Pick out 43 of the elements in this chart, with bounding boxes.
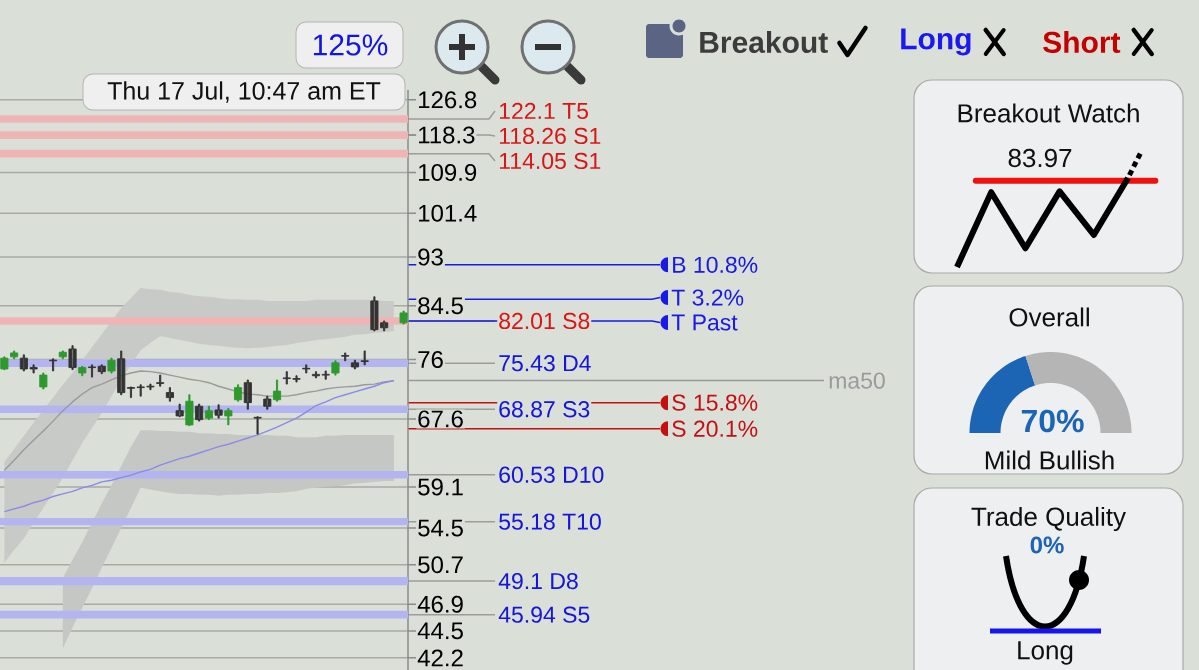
text: Long <box>1018 641 1073 665</box>
y-tick-label: 59.1 <box>418 478 463 496</box>
chart-title: Overall <box>1009 307 1089 327</box>
y-tick-label: 101.4 <box>419 204 477 222</box>
text: Short <box>1043 30 1121 54</box>
text: Breakout Watch <box>958 103 1139 123</box>
band-label: 82.01 S8 <box>499 312 590 330</box>
y-tick-label: 46.9 <box>417 595 463 613</box>
text: 0% <box>1030 536 1064 554</box>
y-tick-label: 93 <box>418 248 443 266</box>
band-label: 45.94 S5 <box>498 606 590 623</box>
text: Trade Quality <box>971 506 1126 532</box>
text: 125% <box>313 34 388 56</box>
band-label: 60.53 D10 <box>499 466 604 483</box>
ref-line-label: B 10.8% <box>673 256 758 273</box>
text: Mild Bullish <box>985 450 1114 470</box>
y-tick-label: 67.6 <box>418 410 463 428</box>
y-tick-label: 84.5 <box>418 297 463 315</box>
text: Breakout <box>700 30 828 54</box>
band-label: 75.43 D4 <box>499 355 591 372</box>
y-tick-label: 126.8 <box>419 91 477 109</box>
text: 70% <box>1021 409 1084 433</box>
band-label: 55.18 T10 <box>499 513 601 530</box>
y-tick-label: 118.3 <box>419 126 475 144</box>
y-tick-label: 42.2 <box>417 649 463 667</box>
band-label: 122.1 T5 <box>499 102 588 120</box>
annotation: Thu 17 Jul, 10:47 am ET <box>107 81 381 103</box>
band-label: 118.26 S1 <box>499 127 601 145</box>
y-tick-label: 109.9 <box>419 163 477 181</box>
ref-line-label: T 3.2% <box>671 289 744 306</box>
ref-line-label: S 15.8% <box>672 394 758 411</box>
text: Long <box>901 28 971 56</box>
text: ma50 <box>829 372 885 389</box>
band-label: 68.87 S3 <box>499 401 590 418</box>
y-tick-label: 50.7 <box>418 556 463 574</box>
ref-line-label: S 20.1% <box>672 420 758 437</box>
text: 83.97 <box>1008 148 1072 168</box>
ref-line-label: T Past <box>671 314 738 331</box>
y-tick-label: 76 <box>418 351 443 368</box>
band-label: 114.05 S1 <box>499 152 601 170</box>
y-tick-label: 54.5 <box>418 519 463 537</box>
band-label: 49.1 D8 <box>498 572 578 590</box>
y-tick-label: 44.5 <box>417 622 463 640</box>
